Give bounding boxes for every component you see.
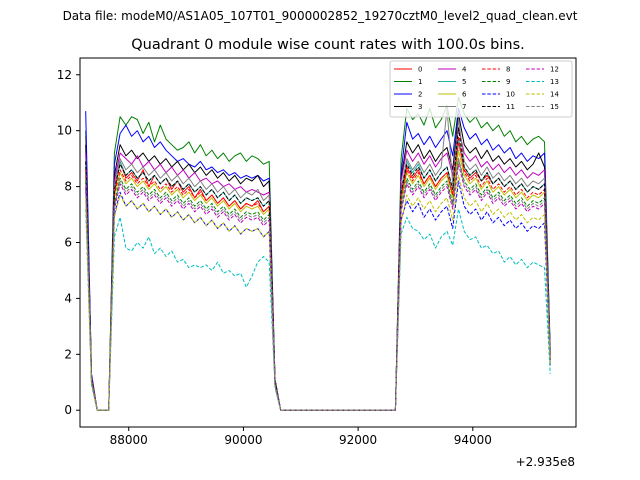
x-tick-label: 92000 (339, 433, 377, 447)
figure-suptitle: Data file: modeM0/AS1A05_107T01_90000028… (63, 9, 578, 23)
legend-label-1: 1 (418, 78, 422, 86)
legend-label-9: 9 (506, 78, 510, 86)
legend-label-5: 5 (462, 78, 466, 86)
chart-title: Quadrant 0 module wise count rates with … (131, 37, 525, 53)
y-tick-label: 4 (64, 291, 72, 305)
legend-label-14: 14 (550, 91, 559, 99)
legend-label-4: 4 (462, 66, 467, 74)
legend-label-12: 12 (550, 66, 559, 74)
legend-frame (389, 60, 573, 118)
legend-label-7: 7 (462, 103, 466, 111)
y-tick-label: 0 (64, 403, 72, 417)
legend-label-8: 8 (506, 66, 510, 74)
y-tick-label: 12 (57, 68, 72, 82)
legend-label-3: 3 (418, 103, 422, 111)
y-tick-label: 6 (64, 236, 72, 250)
legend-label-15: 15 (550, 103, 559, 111)
y-tick-label: 8 (64, 180, 72, 194)
legend-label-10: 10 (506, 91, 515, 99)
y-tick-label: 2 (64, 347, 72, 361)
legend-label-13: 13 (550, 78, 559, 86)
x-tick-label: 94000 (454, 433, 492, 447)
y-tick-label: 10 (57, 124, 72, 138)
series-line-14 (85, 174, 551, 411)
series-group (85, 96, 551, 411)
x-tick-label: 90000 (224, 433, 262, 447)
x-tick-label: 88000 (110, 433, 148, 447)
x-offset-label: +2.935e8 (516, 455, 575, 469)
legend-label-2: 2 (418, 91, 422, 99)
series-line-15 (85, 158, 551, 411)
legend-label-6: 6 (462, 91, 467, 99)
legend-label-0: 0 (418, 66, 422, 74)
series-line-8 (85, 135, 551, 411)
legend-label-11: 11 (506, 103, 515, 111)
